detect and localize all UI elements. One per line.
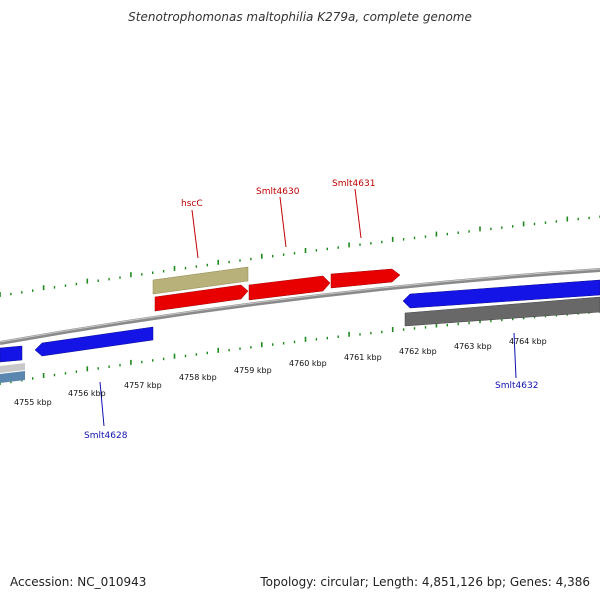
smlt4632-feature xyxy=(404,296,600,327)
smlt4632-gene xyxy=(402,279,600,309)
scale-label: 4763 kbp xyxy=(454,342,492,351)
scale-labels: 4755 kbp 4756 kbp 4757 kbp 4758 kbp 4759 kbp… xyxy=(14,337,547,407)
scale-label: 4760 kbp xyxy=(289,359,327,368)
smlt4630-gene xyxy=(248,275,331,301)
smlt4628-leader xyxy=(99,381,105,427)
smlt4632-label: Smlt4632 xyxy=(495,381,538,391)
left-edge-feature-b xyxy=(0,371,25,383)
scale-label: 4756 kbp xyxy=(68,389,106,398)
backbone-line xyxy=(0,268,600,345)
outer-ticks xyxy=(0,215,600,297)
smlt4631-leader xyxy=(354,188,362,239)
scale-label: 4761 kbp xyxy=(344,353,382,362)
scale-label: 4759 kbp xyxy=(234,366,272,375)
smlt4631-gene xyxy=(330,268,401,289)
accession-text: Accession: NC_010943 xyxy=(10,575,147,589)
smlt4632-leader xyxy=(513,332,517,379)
topology-summary: Topology: circular; Length: 4,851,126 bp… xyxy=(260,575,590,589)
backbone-line-highlight xyxy=(0,268,600,343)
smlt4631-label: Smlt4631 xyxy=(332,179,375,189)
scale-label: 4762 kbp xyxy=(399,347,437,356)
smlt4628-gene xyxy=(34,326,154,357)
scale-label: 4758 kbp xyxy=(179,373,217,382)
hscC-feature xyxy=(152,266,249,295)
smlt4630-label: Smlt4630 xyxy=(256,187,300,197)
left-edge-feature-a xyxy=(0,363,25,373)
hscC-gene xyxy=(154,284,249,312)
scale-label: 4757 kbp xyxy=(124,381,162,390)
smlt4630-leader xyxy=(279,196,287,248)
scale-label: 4764 kbp xyxy=(509,337,547,346)
smlt4628-label: Smlt4628 xyxy=(84,431,128,441)
left-edge-gene xyxy=(0,345,23,363)
map-title: Stenotrophomonas maltophilia K279a, comp… xyxy=(128,10,472,24)
hscC-leader xyxy=(191,209,199,259)
hscC-label: hscC xyxy=(181,199,203,209)
scale-label: 4755 kbp xyxy=(14,398,52,407)
